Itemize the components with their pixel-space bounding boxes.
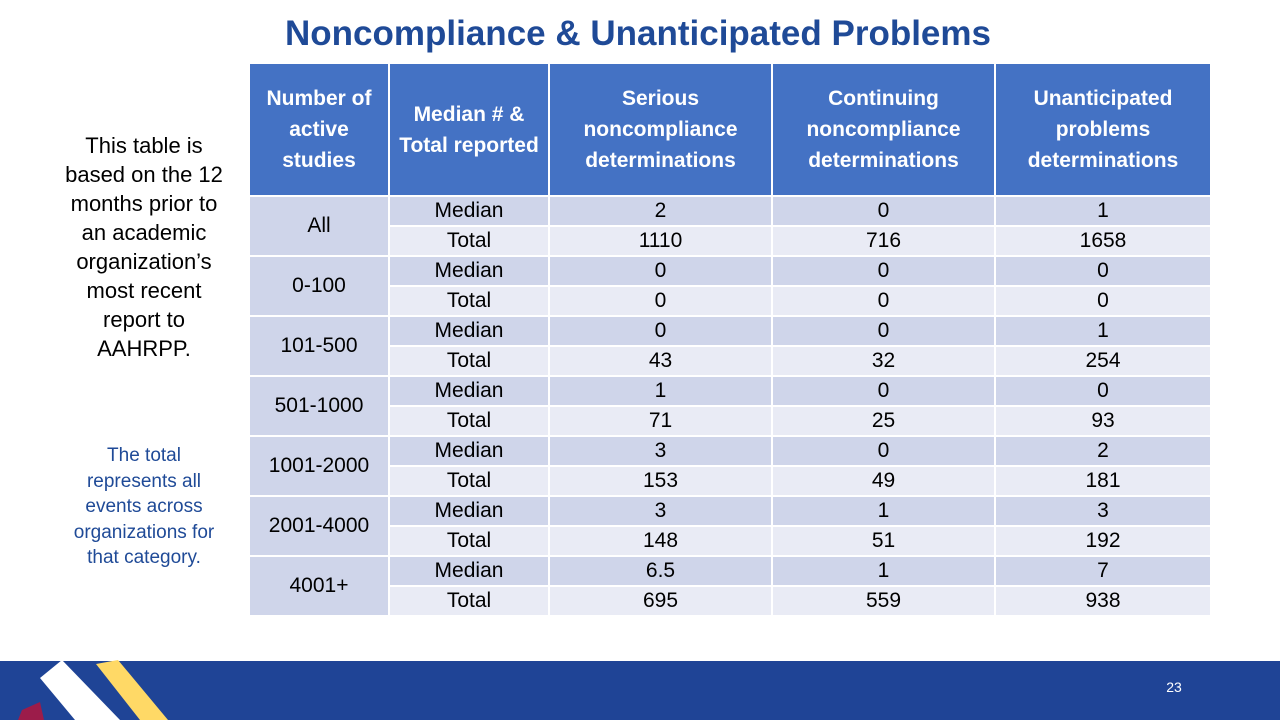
table-cell: 559 — [771, 585, 996, 617]
table-cell: 1110 — [548, 225, 773, 257]
table-cell: 32 — [771, 345, 996, 377]
table-cell: 71 — [548, 405, 773, 437]
table-row: Total 153 49 181 — [249, 465, 1212, 497]
row-type-label: Total — [388, 525, 550, 557]
group-label: 1001-2000 — [248, 435, 390, 497]
total-explanation-note: The total represents all events across o… — [73, 445, 215, 568]
table-cell: 3 — [548, 495, 773, 527]
slide-title: Noncompliance & Unanticipated Problems — [285, 14, 991, 53]
row-type-label: Total — [388, 285, 550, 317]
footer-bar — [0, 661, 1280, 720]
table-cell: 0 — [771, 435, 996, 467]
group-label: 2001-4000 — [248, 495, 390, 557]
table-row: 0-100 Median 0 0 0 — [248, 255, 1212, 317]
row-type-label: Total — [388, 225, 550, 257]
table-cell: 49 — [771, 465, 996, 497]
table-row: Total 148 51 192 — [249, 525, 1212, 557]
table-row: Total 695 559 938 — [249, 585, 1212, 617]
table-row: 4001+ Median 6.5 1 7 — [248, 555, 1212, 617]
aahrpp-logo-mark — [18, 660, 168, 720]
table-row: Total 43 32 254 — [249, 345, 1212, 377]
table-cell: 7 — [994, 555, 1212, 587]
table-cell: 0 — [548, 315, 773, 347]
table-cell: 0 — [771, 285, 996, 317]
table-cell: 0 — [771, 255, 996, 287]
row-type-label: Total — [388, 405, 550, 437]
table-cell: 1 — [771, 555, 996, 587]
table-header-row: Number of active studies Median # & Tota… — [248, 62, 1212, 197]
group-label: 4001+ — [248, 555, 390, 617]
table-row: Total 1110 716 1658 — [249, 225, 1212, 257]
table-row: All Median 2 0 1 — [248, 195, 1212, 257]
table-cell: 1 — [994, 195, 1212, 227]
table-cell: 153 — [548, 465, 773, 497]
table-cell: 0 — [994, 285, 1212, 317]
table-row: 2001-4000 Median 3 1 3 — [248, 495, 1212, 557]
table-cell: 0 — [771, 315, 996, 347]
table-cell: 0 — [548, 285, 773, 317]
table-row: 1001-2000 Median 3 0 2 — [248, 435, 1212, 497]
header-median-total: Median # & Total reported — [388, 62, 550, 197]
table-cell: 0 — [771, 195, 996, 227]
table-cell: 3 — [548, 435, 773, 467]
row-type-label: Total — [388, 345, 550, 377]
table-cell: 2 — [548, 195, 773, 227]
table-cell: 43 — [548, 345, 773, 377]
table-cell: 148 — [548, 525, 773, 557]
table-basis-note: This table is based on the 12 months pri… — [65, 133, 223, 361]
group-label: All — [248, 195, 390, 257]
table-cell: 716 — [771, 225, 996, 257]
table-cell: 93 — [994, 405, 1212, 437]
table-cell: 0 — [994, 255, 1212, 287]
table-body: All Median 2 0 1 Total 1110 716 1658 0-100 Median 0… — [248, 195, 1212, 617]
header-active-studies: Number of active studies — [248, 62, 390, 197]
header-unanticipated-problems: Unanticipated problems determinations — [994, 62, 1212, 197]
row-type-label: Median — [388, 195, 550, 227]
table-cell: 1 — [771, 495, 996, 527]
table-row: Total 0 0 0 — [249, 285, 1212, 317]
table-row: Total 71 25 93 — [249, 405, 1212, 437]
header-serious-noncompliance: Serious noncompliance determinations — [548, 62, 773, 197]
header-continuing-noncompliance: Continuing noncompliance determinations — [771, 62, 996, 197]
page-number: 23 — [1166, 679, 1182, 695]
group-label: 101-500 — [248, 315, 390, 377]
table-cell: 1 — [994, 315, 1212, 347]
table-cell: 0 — [548, 255, 773, 287]
table-cell: 181 — [994, 465, 1212, 497]
table-cell: 192 — [994, 525, 1212, 557]
table-cell: 6.5 — [548, 555, 773, 587]
table-cell: 254 — [994, 345, 1212, 377]
group-label: 501-1000 — [248, 375, 390, 437]
table-cell: 25 — [771, 405, 996, 437]
row-type-label: Median — [388, 255, 550, 287]
table-cell: 938 — [994, 585, 1212, 617]
row-type-label: Median — [388, 375, 550, 407]
table-row: 501-1000 Median 1 0 0 — [248, 375, 1212, 437]
table-row: 101-500 Median 0 0 1 — [248, 315, 1212, 377]
table-cell: 0 — [771, 375, 996, 407]
table-cell: 0 — [994, 375, 1212, 407]
row-type-label: Total — [388, 585, 550, 617]
table-cell: 51 — [771, 525, 996, 557]
stats-table: Number of active studies Median # & Tota… — [248, 62, 1212, 617]
row-type-label: Median — [388, 315, 550, 347]
table-cell: 2 — [994, 435, 1212, 467]
table-cell: 3 — [994, 495, 1212, 527]
row-type-label: Median — [388, 495, 550, 527]
row-type-label: Median — [388, 435, 550, 467]
group-label: 0-100 — [248, 255, 390, 317]
row-type-label: Total — [388, 465, 550, 497]
table-cell: 695 — [548, 585, 773, 617]
table-cell: 1 — [548, 375, 773, 407]
row-type-label: Median — [388, 555, 550, 587]
table-cell: 1658 — [994, 225, 1212, 257]
